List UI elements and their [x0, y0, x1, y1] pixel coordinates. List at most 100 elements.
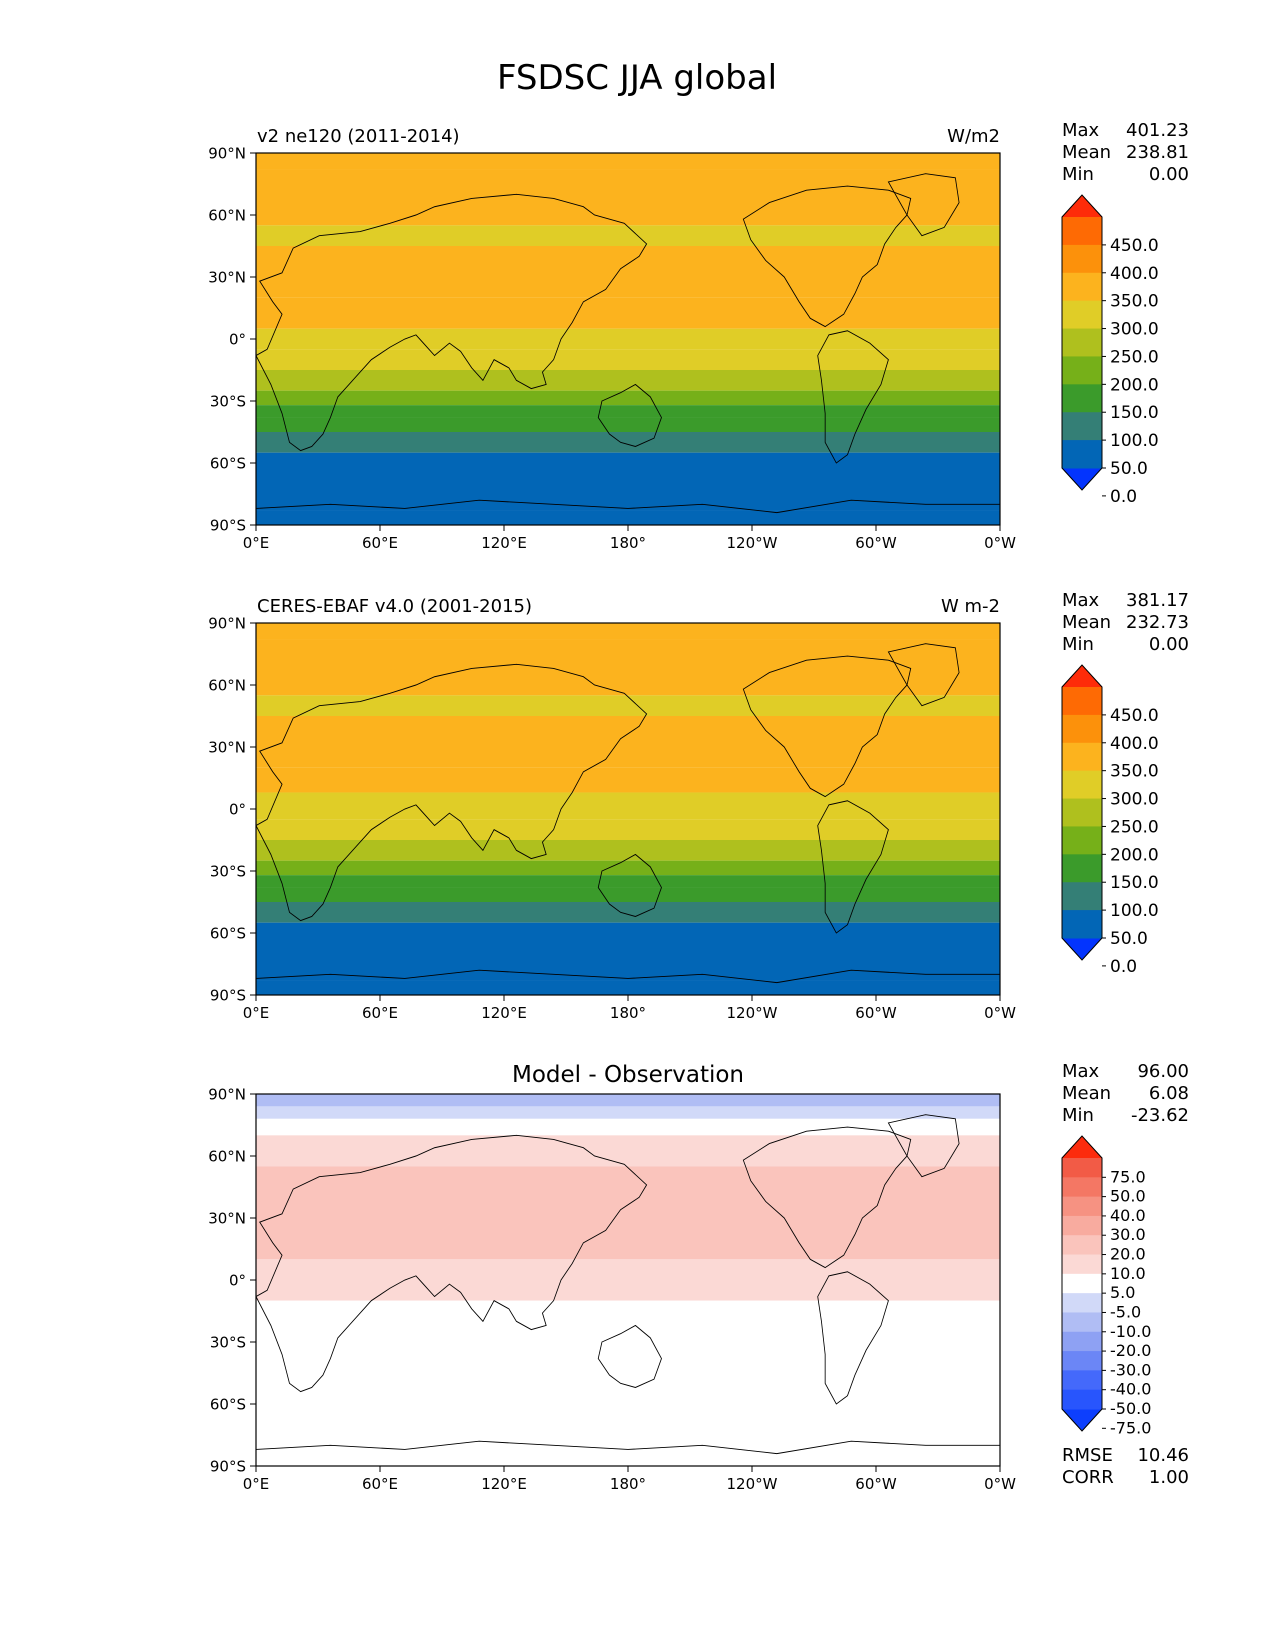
field-band — [256, 767, 1000, 793]
colorbar-segment — [1062, 1196, 1102, 1217]
lat-tick-label: 30°S — [210, 1334, 246, 1352]
colorbar-extend-low — [1062, 938, 1102, 960]
lat-tick-label: 60°N — [208, 1148, 246, 1166]
colorbar-tick-label: 100.0 — [1110, 431, 1159, 451]
colorbar-tick-label: -5.0 — [1110, 1302, 1141, 1321]
colorbar-segment — [1062, 244, 1102, 274]
lon-tick-label: 60°E — [362, 1475, 398, 1493]
field-band — [256, 902, 1000, 923]
field-band — [256, 328, 1000, 350]
colorbar-tick-label: 200.0 — [1110, 845, 1159, 865]
colorbar-tick-label: 40.0 — [1110, 1206, 1146, 1225]
colorbar-tick-label: 400.0 — [1110, 734, 1159, 754]
field-band — [256, 153, 1000, 170]
lon-tick-label: 0°W — [984, 1475, 1016, 1493]
map-panel-obs: CERES-EBAF v4.0 (2001-2015) W m-2 90°N 60°N… — [208, 590, 1189, 1022]
colorbar-tick-label: 100.0 — [1110, 901, 1159, 921]
colorbar-segment — [1062, 770, 1102, 800]
colorbar-tick-label: -75.0 — [1110, 1418, 1151, 1437]
lon-tick-label: 0°E — [243, 534, 270, 552]
colorbar-tick-label: 200.0 — [1110, 375, 1159, 395]
lon-tick-label: 60°W — [855, 1004, 897, 1022]
lon-tick-label: 180° — [610, 1004, 646, 1022]
stat-label-rmse: RMSE — [1062, 1445, 1113, 1466]
colorbar-tick-label: 450.0 — [1110, 706, 1159, 726]
field-band — [256, 370, 1000, 391]
field-band — [256, 452, 1000, 511]
map-field — [256, 153, 1000, 525]
colorbar-segment — [1062, 1254, 1102, 1275]
colorbar-tick-label: 350.0 — [1110, 292, 1159, 312]
stat-value-corr: 1.00 — [1149, 1467, 1189, 1488]
stat-value-min: 0.00 — [1149, 164, 1189, 185]
colorbar-segment — [1062, 1273, 1102, 1294]
field-band — [256, 1094, 1000, 1107]
colorbar-segment — [1062, 412, 1102, 441]
colorbar-segment — [1062, 1370, 1102, 1391]
stat-label-mean: Mean — [1062, 142, 1111, 163]
map-panel-diff: Model - Observation 90°N 60°N 30°N 0° 30°S 60°… — [208, 1061, 1189, 1493]
colorbar-tick-label: 30.0 — [1110, 1225, 1146, 1244]
field-band — [256, 695, 1000, 716]
field-band — [256, 510, 1000, 525]
colorbar-segment — [1062, 440, 1102, 469]
colorbar-tick-label: -50.0 — [1110, 1399, 1151, 1418]
colorbar-extend-low — [1062, 1409, 1102, 1431]
panels: v2 ne120 (2011-2014) W/m2 90°N 60°N 30°N 0° 30… — [208, 120, 1189, 1493]
lat-tick-label: 90°S — [210, 1458, 246, 1476]
lon-tick-label: 60°E — [362, 534, 398, 552]
colorbar-tick-label: 0.0 — [1110, 487, 1137, 507]
lat-tick-label: 0° — [229, 331, 246, 349]
colorbar-tick-label: 50.0 — [1110, 929, 1148, 949]
colorbar-segment — [1062, 1235, 1102, 1256]
stat-value-mean: 6.08 — [1149, 1083, 1189, 1104]
colorbar-segment — [1062, 1389, 1102, 1410]
colorbar-segment — [1062, 1351, 1102, 1371]
lat-tick-label: 60°S — [210, 455, 246, 473]
colorbar-tick-label: -40.0 — [1110, 1380, 1151, 1399]
colorbar-tick-label: 50.0 — [1110, 1187, 1146, 1206]
lon-tick-label: 180° — [610, 534, 646, 552]
colorbar-segment — [1062, 910, 1102, 939]
colorbar-segment — [1062, 1158, 1102, 1178]
colorbar-segment — [1062, 384, 1102, 413]
field-band — [256, 623, 1000, 640]
field-band — [256, 887, 1000, 902]
lat-tick-label: 60°N — [208, 207, 246, 225]
colorbar-tick-label: -30.0 — [1110, 1360, 1151, 1379]
lon-tick-label: 60°E — [362, 1004, 398, 1022]
panel-left-title: CERES-EBAF v4.0 (2001-2015) — [257, 596, 532, 617]
colorbar-tick-label: 50.0 — [1110, 459, 1148, 479]
stats-block: Max 96.00 Mean 6.08 Min -23.62 RMSE 10.46 CORR 1.… — [1062, 1061, 1189, 1488]
stat-value-min: 0.00 — [1149, 634, 1189, 655]
field-band — [256, 840, 1000, 861]
lat-tick-label: 30°N — [208, 269, 246, 287]
field-band — [256, 1106, 1000, 1119]
lon-tick-label: 180° — [610, 1475, 646, 1493]
field-band — [256, 405, 1000, 418]
field-band — [256, 1259, 1000, 1301]
colorbar-tick-label: 250.0 — [1110, 817, 1159, 837]
colorbar-tick-label: 250.0 — [1110, 347, 1159, 367]
lat-tick-label: 30°N — [208, 739, 246, 757]
stat-value-max: 381.17 — [1126, 590, 1189, 611]
lon-tick-label: 0°W — [984, 1004, 1016, 1022]
colorbar-tick-label: 300.0 — [1110, 320, 1159, 340]
field-band — [256, 639, 1000, 696]
colorbar-tick-label: 400.0 — [1110, 264, 1159, 284]
field-band — [256, 980, 1000, 995]
colorbar: 75.050.040.030.020.010.05.0-5.0-10.0-20.… — [1061, 1135, 1151, 1437]
lat-tick-label: 60°S — [210, 925, 246, 943]
panel-center-title: Model - Observation — [512, 1062, 744, 1088]
stat-label-mean: Mean — [1062, 1083, 1111, 1104]
field-band — [256, 716, 1000, 768]
colorbar-tick-label: 0.0 — [1110, 957, 1137, 977]
colorbar-segment — [1062, 1177, 1102, 1198]
field-band — [256, 246, 1000, 298]
colorbar-extend-low — [1062, 468, 1102, 490]
colorbar-tick-label: 450.0 — [1110, 236, 1159, 256]
stat-value-rmse: 10.46 — [1137, 1445, 1189, 1466]
lon-tick-label: 120°W — [727, 1004, 778, 1022]
field-band — [256, 349, 1000, 370]
